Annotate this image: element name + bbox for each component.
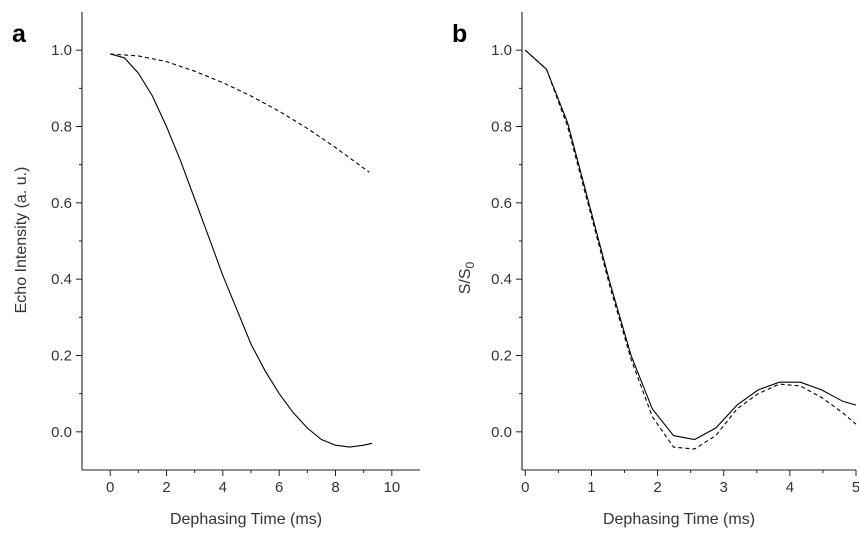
panel-a-y-tick-label: 0.8 xyxy=(51,119,72,136)
panel-a-x-tick-label: 2 xyxy=(162,479,170,496)
panel-b-x-tick-label: 2 xyxy=(653,479,661,496)
panel-a: a 0 2 4 6 8 10 0.0 0.2 0.4 0.6 0.8 1.0 Dephasing Ti… xyxy=(12,12,420,528)
panel-b-ticks: 0 1 2 3 4 5 0.0 0.2 0.4 0.6 0.8 1.0 xyxy=(491,12,859,496)
panel-a-y-tick-label: 0.4 xyxy=(51,271,72,288)
panel-b-series xyxy=(524,49,857,450)
panel-b-series-dashed-line xyxy=(524,49,857,450)
panel-b-x-tick-label: 4 xyxy=(786,479,794,496)
panel-b-x-tick-label: 0 xyxy=(521,479,529,496)
panel-b-x-tick-label: 1 xyxy=(587,479,595,496)
panel-a-x-tick-label: 10 xyxy=(383,479,400,496)
panel-a-x-tick-label: 4 xyxy=(219,479,227,496)
panel-a-series-solid-line xyxy=(110,53,373,448)
panel-a-y-tick-label: 0.6 xyxy=(51,195,72,212)
panel-b-x-tick-label: 3 xyxy=(720,479,728,496)
panel-a-x-tick-label: 8 xyxy=(331,479,339,496)
panel-b-y-tick-label: 0.0 xyxy=(491,424,512,441)
panel-b-y-tick-label: 0.8 xyxy=(491,119,512,136)
panel-a-y-axis-label: Echo Intensity (a. u.) xyxy=(13,167,30,314)
panel-b-y-tick-label: 0.2 xyxy=(491,348,512,365)
panel-b-y-tick-label: 1.0 xyxy=(491,42,512,59)
panel-a-x-tick-label: 0 xyxy=(106,479,114,496)
panel-a-y-tick-label: 1.0 xyxy=(51,42,72,59)
panel-a-series xyxy=(110,53,373,448)
panel-b-y-axis-label-sub: 0 xyxy=(463,261,477,268)
panel-a-series-dashed-line xyxy=(110,53,370,173)
panel-b-x-tick-label: 5 xyxy=(852,479,859,496)
panel-a-x-axis-label: Dephasing Time (ms) xyxy=(170,511,322,528)
panel-b-letter: b xyxy=(452,20,467,48)
panel-a-y-tick-label: 0.0 xyxy=(51,424,72,441)
panel-b-y-axis-label-main: S/S xyxy=(457,268,474,294)
panel-a-x-tick-label: 6 xyxy=(275,479,283,496)
panel-b-y-tick-label: 0.4 xyxy=(491,271,512,288)
panel-b: b 0 1 2 3 4 5 0.0 0.2 0.4 0.6 0.8 1.0 Dephasing Tim… xyxy=(452,12,859,528)
panel-b-x-axis-label: Dephasing Time (ms) xyxy=(603,511,755,528)
panel-a-y-tick-label: 0.2 xyxy=(51,348,72,365)
panel-b-y-axis-label: S/S0 xyxy=(457,261,477,294)
panel-a-letter: a xyxy=(12,20,27,48)
panel-b-y-tick-label: 0.6 xyxy=(491,195,512,212)
panel-b-series-solid-line xyxy=(524,49,857,441)
panel-a-ticks: 0 2 4 6 8 10 0.0 0.2 0.4 0.6 0.8 1.0 xyxy=(51,12,420,496)
